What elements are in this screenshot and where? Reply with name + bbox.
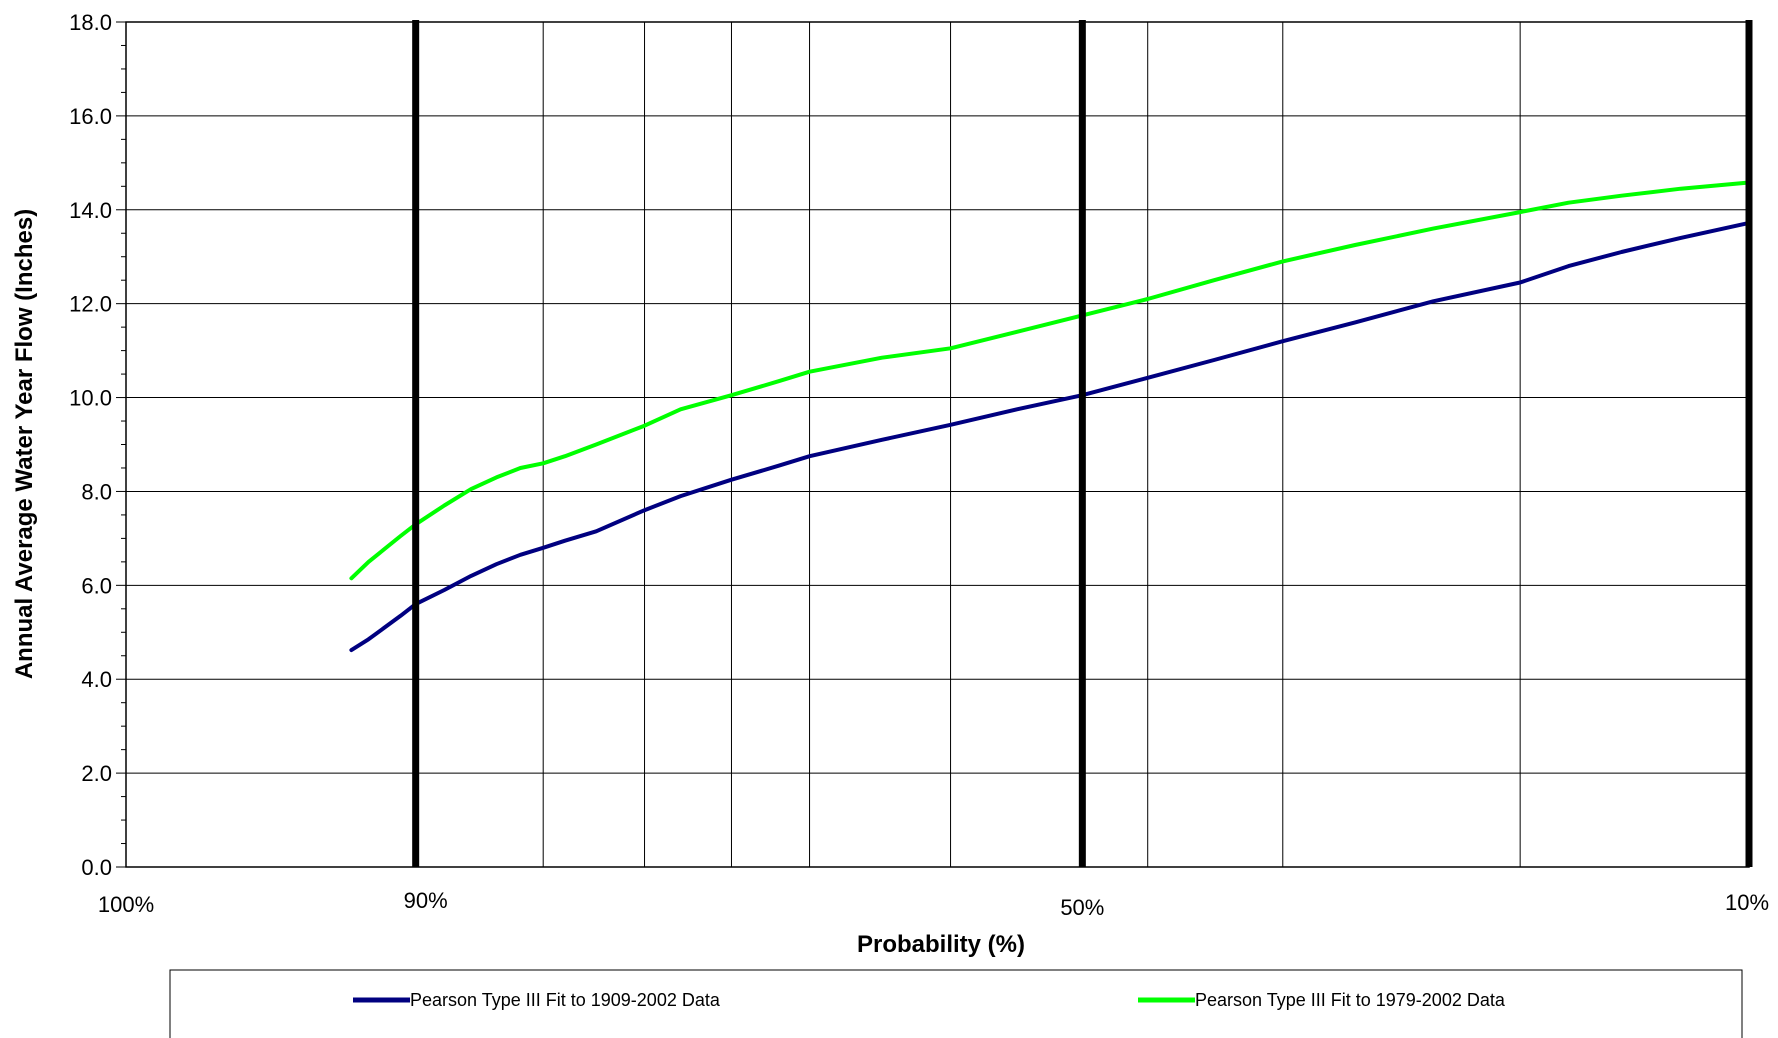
gridlines [126,22,1750,867]
series-line-2 [349,180,1751,581]
legend: Pearson Type III Fit to 1909-2002 Data P… [169,969,1743,1038]
y-tick-label: 18.0 [69,10,112,35]
x-tick-label: 90% [404,888,448,913]
reference-lines [412,20,1753,867]
y-tick-label: 0.0 [81,855,112,880]
y-tick-label: 6.0 [81,573,112,598]
y-tick-label: 4.0 [81,667,112,692]
y-tick-label: 2.0 [81,761,112,786]
legend-label-series-1: Pearson Type III Fit to 1909-2002 Data [410,990,721,1010]
legend-label-series-2: Pearson Type III Fit to 1979-2002 Data [1195,990,1506,1010]
y-tick-label: 16.0 [69,104,112,129]
y-axis-title: Annual Average Water Year Flow (Inches) [11,209,38,679]
x-tick-label: 10% [1725,890,1769,915]
x-tick-label: 100% [98,892,154,917]
y-tick-label: 10.0 [69,386,112,411]
x-axis-title: Probability (%) [857,931,1025,958]
series-lines [349,180,1751,653]
series-line-1 [349,220,1751,653]
y-tick-label: 14.0 [69,198,112,223]
x-axis-tick-labels: 100% 90% 50% 10% [98,888,1769,920]
x-tick-label: 50% [1060,895,1104,920]
plot-area [125,21,1750,868]
y-tick-label: 8.0 [81,479,112,504]
y-tick-label: 12.0 [69,292,112,317]
y-axis-ticks: 0.0 2.0 4.0 6.0 8.0 10.0 12.0 14.0 16.0 18.0 [69,10,126,880]
legend-box [169,969,1743,1038]
